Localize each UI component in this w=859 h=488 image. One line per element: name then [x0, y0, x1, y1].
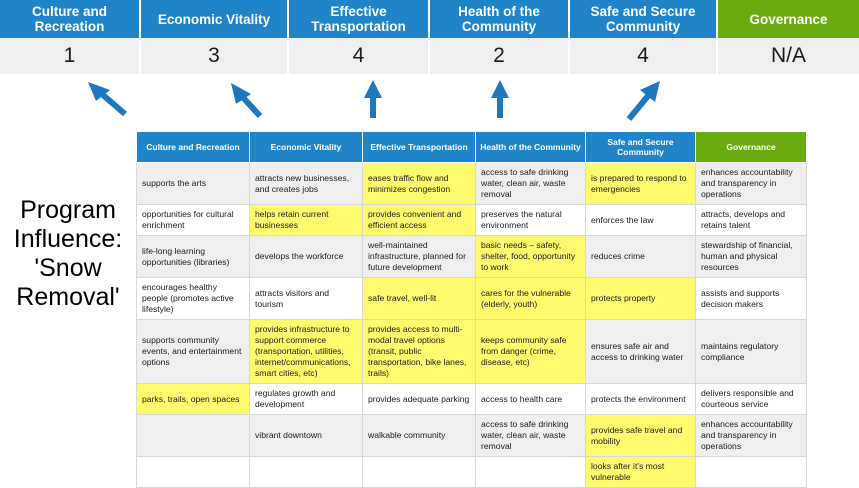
matrix-cell: access to health care [475, 383, 586, 415]
matrix-cell: regulates growth and development [249, 383, 363, 415]
program-influence-line-4: Removal' [16, 283, 120, 311]
matrix-cell: enhances accountability and transparency… [695, 414, 807, 457]
matrix-cell: enhances accountability and transparency… [695, 162, 807, 205]
score-value-safe-and-secure-community: 4 [570, 38, 718, 76]
arrow-health-of-the-community-icon [491, 80, 509, 118]
matrix-header-culture-and-recreation[interactable]: Culture and Recreation [136, 131, 250, 163]
matrix-cell: keeps community safe from danger (crime,… [475, 319, 586, 384]
tally-arrows-group [88, 80, 660, 121]
matrix-row: looks after it's most vulnerable [136, 456, 807, 488]
matrix-cell: walkable community [362, 414, 476, 457]
matrix-row: supports community events, and entertain… [136, 319, 807, 384]
matrix-cell: reduces crime [585, 235, 696, 278]
matrix-header-governance[interactable]: Governance [695, 131, 807, 163]
matrix-cell: protects property [585, 277, 696, 320]
score-header-culture-and-recreation[interactable]: Culture and Recreation [0, 0, 141, 38]
strategic-priority-score-band: Culture and Recreation Economic Vitality… [0, 0, 859, 76]
score-header-effective-transportation[interactable]: Effective Transportation [289, 0, 430, 38]
matrix-cell: attracts new businesses, and creates job… [249, 162, 363, 205]
matrix-cell [136, 414, 250, 457]
matrix-cell: eases traffic flow and minimizes congest… [362, 162, 476, 205]
matrix-cell: develops the workforce [249, 235, 363, 278]
matrix-cell: attracts, develops and retains talent [695, 204, 807, 236]
arrow-culture-and-recreation-icon [88, 82, 127, 117]
matrix-cell: opportunities for cultural enrichment [136, 204, 250, 236]
score-value-governance: N/A [718, 38, 859, 76]
matrix-cell: access to safe drinking water, clean air… [475, 162, 586, 205]
matrix-header-row: Culture and Recreation Economic Vitality… [136, 131, 807, 163]
matrix-body: supports the arts attracts new businesses… [136, 162, 807, 488]
matrix-cell: looks after it's most vulnerable [585, 456, 696, 488]
score-header-safe-and-secure-community[interactable]: Safe and Secure Community [570, 0, 718, 38]
matrix-cell [475, 456, 586, 488]
program-influence-line-1: Program [20, 196, 116, 224]
matrix-cell: access to safe drinking water, clean air… [475, 414, 586, 457]
matrix-cell: stewardship of financial, human and phys… [695, 235, 807, 278]
matrix-row: life-long learning opportunities (librar… [136, 235, 807, 278]
matrix-cell: well-maintained infrastructure, planned … [362, 235, 476, 278]
program-influence-line-3: 'Snow [34, 254, 102, 282]
score-value-effective-transportation: 4 [289, 38, 430, 76]
arrow-economic-vitality-icon [231, 83, 263, 119]
matrix-cell: preserves the natural environment [475, 204, 586, 236]
matrix-row: supports the arts attracts new businesses… [136, 162, 807, 205]
matrix-cell: cares for the vulnerable (elderly, youth… [475, 277, 586, 320]
matrix-row: parks, trails, open spaces regulates grow… [136, 383, 807, 415]
matrix-cell [136, 456, 250, 488]
matrix-cell: provides safe travel and mobility [585, 414, 696, 457]
matrix-cell: provides access to multi-modal travel op… [362, 319, 476, 384]
arrow-effective-transportation-icon [364, 80, 382, 118]
matrix-header-effective-transportation[interactable]: Effective Transportation [362, 131, 476, 163]
matrix-cell [362, 456, 476, 488]
matrix-cell: safe travel, well-lit [362, 277, 476, 320]
matrix-cell: encourages healthy people (promotes acti… [136, 277, 250, 320]
score-value-culture-and-recreation: 1 [0, 38, 141, 76]
matrix-cell: delivers responsible and courteous servi… [695, 383, 807, 415]
matrix-cell: maintains regulatory compliance [695, 319, 807, 384]
matrix-cell [249, 456, 363, 488]
program-influence-label: Program Influence: 'Snow Removal' [4, 196, 132, 312]
matrix-cell: is prepared to respond to emergencies [585, 162, 696, 205]
matrix-header-safe-and-secure-community[interactable]: Safe and Secure Community [585, 131, 696, 163]
matrix-cell: supports the arts [136, 162, 250, 205]
score-value-economic-vitality: 3 [141, 38, 289, 76]
matrix-cell: helps retain current businesses [249, 204, 363, 236]
matrix-header-economic-vitality[interactable]: Economic Vitality [249, 131, 363, 163]
matrix-header-health-of-the-community[interactable]: Health of the Community [475, 131, 586, 163]
influence-matrix-table: Culture and Recreation Economic Vitality… [136, 131, 807, 488]
score-header-health-of-the-community[interactable]: Health of the Community [430, 0, 570, 38]
matrix-cell: life-long learning opportunities (librar… [136, 235, 250, 278]
matrix-cell: enforces the law [585, 204, 696, 236]
matrix-cell: provides adequate parking [362, 383, 476, 415]
influence-matrix-container: Culture and Recreation Economic Vitality… [136, 131, 807, 488]
score-header-governance[interactable]: Governance [718, 0, 859, 38]
matrix-cell: parks, trails, open spaces [136, 383, 250, 415]
score-value-health-of-the-community: 2 [430, 38, 570, 76]
matrix-row: vibrant downtown walkable community access… [136, 414, 807, 457]
matrix-cell: assists and supports decision makers [695, 277, 807, 320]
matrix-cell: provides convenient and efficient access [362, 204, 476, 236]
matrix-cell: protects the environment [585, 383, 696, 415]
arrow-safe-and-secure-community-icon [626, 81, 660, 121]
matrix-cell: ensures safe air and access to drinking … [585, 319, 696, 384]
matrix-cell: basic needs – safety, shelter, food, opp… [475, 235, 586, 278]
matrix-row: opportunities for cultural enrichment hel… [136, 204, 807, 236]
score-band-header-row: Culture and Recreation Economic Vitality… [0, 0, 859, 38]
matrix-cell: provides infrastructure to support comme… [249, 319, 363, 384]
score-header-economic-vitality[interactable]: Economic Vitality [141, 0, 289, 38]
matrix-cell: vibrant downtown [249, 414, 363, 457]
matrix-cell: supports community events, and entertain… [136, 319, 250, 384]
matrix-row: encourages healthy people (promotes acti… [136, 277, 807, 320]
program-influence-line-2: Influence: [13, 225, 123, 253]
matrix-cell [695, 456, 807, 488]
score-band-value-row: 1 3 4 2 4 N/A [0, 38, 859, 76]
matrix-cell: attracts visitors and tourism [249, 277, 363, 320]
